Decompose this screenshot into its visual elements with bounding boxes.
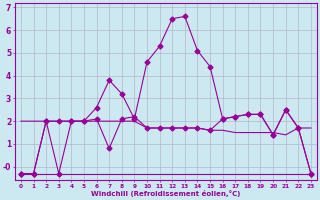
X-axis label: Windchill (Refroidissement éolien,°C): Windchill (Refroidissement éolien,°C) <box>91 190 241 197</box>
